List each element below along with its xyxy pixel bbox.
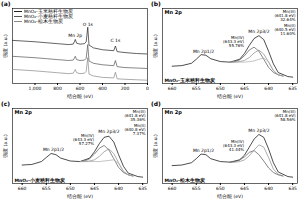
html-text:强度 (a.u.): 强度 (a.u.) bbox=[2, 33, 8, 58]
svg-text:655: 655 bbox=[192, 186, 201, 191]
svg-text:Mn 2p: Mn 2p bbox=[15, 109, 33, 116]
html-text:强度 (a.u.): 强度 (a.u.) bbox=[2, 133, 8, 158]
html-text:(d): (d) bbox=[151, 100, 161, 107]
html-text:MnO₂-松木生物炭: MnO₂-松木生物炭 bbox=[24, 19, 63, 24]
svg-text:600: 600 bbox=[76, 86, 85, 91]
svg-text:650: 650 bbox=[216, 86, 225, 91]
svg-text:200: 200 bbox=[121, 86, 130, 91]
html-text:MnO₂-玉米秸秆生物炭: MnO₂-玉米秸秆生物炭 bbox=[24, 9, 73, 14]
svg-text:1,000: 1,000 bbox=[29, 86, 42, 91]
svg-text:635: 635 bbox=[288, 86, 297, 91]
svg-text:Mn 2p1/2: Mn 2p1/2 bbox=[193, 49, 214, 54]
svg-text:Mn(IV)(643.3 eV)57.27%: Mn(IV)(643.3 eV)57.27% bbox=[73, 133, 94, 146]
svg-text:结合能 (eV): 结合能 (eV) bbox=[67, 93, 93, 99]
svg-text:Mn 2p: Mn 2p bbox=[68, 33, 82, 38]
svg-text:655: 655 bbox=[42, 186, 51, 191]
html-text:强度 (a.u.): 强度 (a.u.) bbox=[152, 33, 158, 58]
svg-text:400: 400 bbox=[98, 86, 107, 91]
html-text:(c): (c) bbox=[1, 100, 10, 107]
svg-text:0: 0 bbox=[146, 86, 149, 91]
svg-text:Mn(III)(641.8 eV)35.36%: Mn(III)(641.8 eV)35.36% bbox=[124, 109, 145, 122]
svg-text:Mn(III)(641.8 eV)58.56%: Mn(III)(641.8 eV)58.56% bbox=[274, 109, 295, 122]
svg-text:MnO₂-玉米秸秆生物炭: MnO₂-玉米秸秆生物炭 bbox=[165, 77, 216, 83]
svg-text:635: 635 bbox=[288, 186, 297, 191]
svg-text:640: 640 bbox=[114, 186, 123, 191]
svg-text:Mn(II)(640.5 eV)11.60%: Mn(II)(640.5 eV)11.60% bbox=[274, 23, 295, 36]
html-text:(b): (b) bbox=[151, 0, 161, 7]
svg-text:MnO₂-小麦秸秆生物炭: MnO₂-小麦秸秆生物炭 bbox=[15, 177, 66, 183]
svg-text:Mn(II)(640.8 eV)7.37%: Mn(II)(640.8 eV)7.37% bbox=[124, 123, 145, 136]
svg-text:Mn 2p: Mn 2p bbox=[165, 9, 183, 16]
svg-text:C 1s: C 1s bbox=[111, 38, 121, 43]
svg-text:Mn 2p3/2: Mn 2p3/2 bbox=[248, 29, 269, 34]
svg-text:645: 645 bbox=[240, 186, 249, 191]
svg-text:645: 645 bbox=[90, 186, 99, 191]
svg-text:Mn 2p3/2: Mn 2p3/2 bbox=[98, 129, 119, 134]
svg-text:635: 635 bbox=[138, 186, 147, 191]
svg-text:Mn 2p1/2: Mn 2p1/2 bbox=[43, 147, 64, 152]
svg-text:结合能 (eV): 结合能 (eV) bbox=[67, 193, 93, 199]
svg-text:MnO₂-松木生物炭: MnO₂-松木生物炭 bbox=[165, 177, 206, 183]
svg-text:Mn 2p: Mn 2p bbox=[165, 109, 183, 116]
svg-text:650: 650 bbox=[216, 186, 225, 191]
svg-text:660: 660 bbox=[168, 86, 177, 91]
svg-text:Mn 2p1/2: Mn 2p1/2 bbox=[193, 148, 214, 153]
svg-text:Mn(III)(641.8 eV)32.64%: Mn(III)(641.8 eV)32.64% bbox=[274, 9, 295, 22]
svg-text:660: 660 bbox=[168, 186, 177, 191]
svg-text:660: 660 bbox=[18, 186, 27, 191]
svg-text:结合能 (eV): 结合能 (eV) bbox=[217, 193, 243, 199]
svg-text:Mn(IV)(643.3 eV)55.76%: Mn(IV)(643.3 eV)55.76% bbox=[223, 35, 244, 48]
svg-text:800: 800 bbox=[53, 86, 62, 91]
html-text:(a): (a) bbox=[1, 0, 11, 7]
svg-text:Mn(IV)(643.3 eV)41.44%: Mn(IV)(643.3 eV)41.44% bbox=[223, 139, 244, 152]
svg-text:655: 655 bbox=[192, 86, 201, 91]
svg-text:650: 650 bbox=[66, 186, 75, 191]
svg-text:结合能 (eV): 结合能 (eV) bbox=[217, 93, 243, 99]
html-text:MnO₂-小麦秸秆生物炭: MnO₂-小麦秸秆生物炭 bbox=[24, 14, 73, 19]
svg-text:640: 640 bbox=[264, 186, 273, 191]
svg-text:645: 645 bbox=[240, 86, 249, 91]
html-text:强度 (a.u.): 强度 (a.u.) bbox=[152, 133, 158, 158]
svg-text:O 1s: O 1s bbox=[83, 22, 94, 27]
svg-text:640: 640 bbox=[264, 86, 273, 91]
svg-text:Mn 2p3/2: Mn 2p3/2 bbox=[248, 128, 269, 133]
